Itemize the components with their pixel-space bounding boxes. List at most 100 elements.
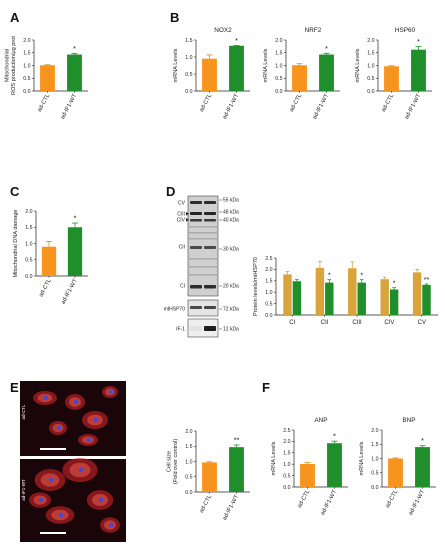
chart-f1-ytick-label: 2.0 — [283, 439, 290, 445]
blot-arrowhead — [186, 218, 189, 222]
blot-band — [190, 201, 202, 204]
blot-band — [190, 219, 202, 222]
blot-smear — [189, 238, 217, 240]
chart-b1-bar-if1 — [229, 45, 244, 91]
chart-d-sig: * — [328, 273, 331, 280]
micro-label-top: ad-CTL — [21, 404, 26, 420]
blot-row-label: IF-1 — [176, 327, 185, 333]
blot-mw-label: 72 kDa — [223, 307, 239, 313]
chart-f1-bar-if1 — [327, 443, 342, 487]
chart-a-ytick-label: 1.5 — [23, 51, 30, 57]
blot-band — [190, 306, 202, 309]
chart-d-ytick-label: 0.0 — [265, 313, 272, 319]
chart-f1-bar-ctl — [300, 463, 315, 487]
chart-f2-bar-ctl — [388, 458, 403, 487]
micro-cells — [29, 386, 120, 533]
blot-bands — [189, 201, 217, 331]
chart-e-ylabel: (Fold over control) — [173, 439, 179, 485]
chart-b3: 0.0 0.5 1.0 1.5 2.0 mRNA Levels HSP60 ad-CTL * ad… — [355, 27, 432, 120]
chart-b3-sig: * — [417, 37, 420, 46]
chart-a-ylabel: Mitochondrial — [5, 49, 11, 82]
chart-d-bar-cv-s1 — [412, 272, 422, 315]
chart-d-ylabel: Protein levels/mtHSP70 — [253, 257, 259, 316]
chart-f1-xtick-label: ad-CTL — [297, 488, 312, 509]
blot-band — [204, 212, 216, 215]
micro-nucleus — [56, 425, 62, 431]
micro-nucleus — [58, 512, 64, 518]
chart-d-ytick-label: 2.0 — [265, 267, 272, 273]
blot-mw-label: 30 kDa — [223, 247, 239, 253]
chart-b2: 0.0 0.5 1.0 1.5 2.0 mRNA Levels NRF2 ad-CTL * ad-… — [263, 27, 340, 120]
blot-row-label: CI — [180, 284, 185, 290]
chart-c: 0.0 0.5 1.0 1.5 2.0 Mitochondrial DNA damage a… — [13, 209, 88, 305]
chart-b3-ytick-label: 2.0 — [367, 38, 374, 44]
chart-e-sig: ** — [234, 436, 240, 445]
chart-b3-ytick-label: 0.0 — [367, 89, 374, 95]
microscopy-images: ad-CTL ad-IF1-WT — [20, 381, 126, 542]
chart-d-bar-ci-s1 — [283, 274, 292, 315]
blot-band — [204, 306, 216, 309]
chart-f2-ytick-label: 1.5 — [371, 442, 378, 448]
panel-letter-c: C — [10, 184, 20, 199]
blot-smear — [189, 226, 217, 228]
panel-letter-e: E — [10, 380, 19, 395]
chart-d-xtick-label: CIV — [384, 320, 394, 326]
chart-c-ytick-label: 0.5 — [25, 258, 32, 264]
panel-letter-b: B — [170, 10, 179, 25]
chart-d-bar-cv-s2 — [422, 284, 431, 315]
micro-nucleus — [43, 395, 49, 401]
micro-nucleus — [48, 477, 54, 483]
chart-d-ytick-label: 2.5 — [265, 256, 272, 262]
chart-b1-bar-ctl — [202, 58, 217, 91]
chart-d-sig: * — [360, 273, 363, 280]
chart-f2-bar-if1 — [415, 447, 430, 487]
blot-mw-label: 48 kDa — [223, 210, 239, 216]
panel-letter-a: A — [10, 10, 20, 25]
chart-f1-ytick-label: 2.5 — [283, 428, 290, 434]
chart-d-bar-civ-s2 — [389, 289, 399, 315]
chart-e-ytick-label: 1.0 — [185, 459, 192, 465]
chart-f2-xtick-label: ad-IF1-WT — [408, 489, 427, 517]
chart-f1-sig: * — [333, 432, 336, 441]
blot-mw-label: 20 kDa — [223, 284, 239, 290]
chart-a: 0.0 0.5 1.0 1.5 2.0 Mitochondrial ROS producti… — [5, 36, 88, 120]
chart-c-ytick-label: 0.0 — [25, 274, 32, 280]
chart-c-ytick-label: 2.0 — [25, 209, 32, 215]
blot-smear — [189, 266, 217, 268]
chart-c-ytick-label: 1.5 — [25, 225, 32, 231]
micro-nucleus — [108, 389, 114, 395]
chart-b1-ytick-label: 0.5 — [185, 72, 192, 78]
blot-smear — [189, 258, 217, 260]
chart-b3-xtick-label: ad-IF1-WT — [404, 93, 423, 121]
blot-band — [190, 285, 202, 289]
chart-c-bar-ctl — [41, 246, 57, 276]
chart-b3-ytick-label: 1.0 — [367, 63, 374, 69]
chart-a-ytick-label: 0.0 — [23, 89, 30, 95]
chart-f1-ytick-label: 0.5 — [283, 473, 290, 479]
chart-b2-xtick-label: ad-CTL — [289, 92, 304, 113]
chart-e: 0.0 0.5 1.0 1.5 2.0 Cell size (Fold over contr… — [167, 429, 250, 521]
chart-b1-title: NOX2 — [214, 27, 232, 34]
blot-band — [190, 212, 202, 215]
chart-d-xtick-label: CII — [321, 320, 329, 326]
chart-c-bar-if1 — [67, 227, 83, 276]
chart-a-sig: * — [73, 44, 76, 53]
blot-band — [204, 246, 216, 249]
chart-f2-ytick-label: 2.0 — [371, 428, 378, 434]
chart-c-ylabel: Mitochondrial DNA damage — [13, 209, 19, 277]
chart-f2-sig: * — [421, 436, 424, 445]
chart-e-ylabel: Cell size — [167, 451, 173, 472]
chart-b3-ytick-label: 1.5 — [367, 51, 374, 57]
chart-d-ytick-label: 1.5 — [265, 279, 272, 285]
chart-f2-ytick-label: 0.5 — [371, 471, 378, 477]
chart-e-xtick-label: ad-CTL — [199, 493, 214, 514]
chart-a-ytick-label: 0.5 — [23, 76, 30, 82]
blot-row-label: CIV — [177, 218, 186, 224]
chart-e-ytick-label: 0.0 — [185, 490, 192, 496]
chart-f2-ytick-label: 1.0 — [371, 456, 378, 462]
chart-a-ytick-label: 1.0 — [23, 63, 30, 69]
micro-label-bottom: ad-IF1-WT — [21, 479, 26, 501]
chart-e-ytick-label: 2.0 — [185, 429, 192, 435]
chart-d-bar-ci-s2 — [292, 281, 302, 315]
